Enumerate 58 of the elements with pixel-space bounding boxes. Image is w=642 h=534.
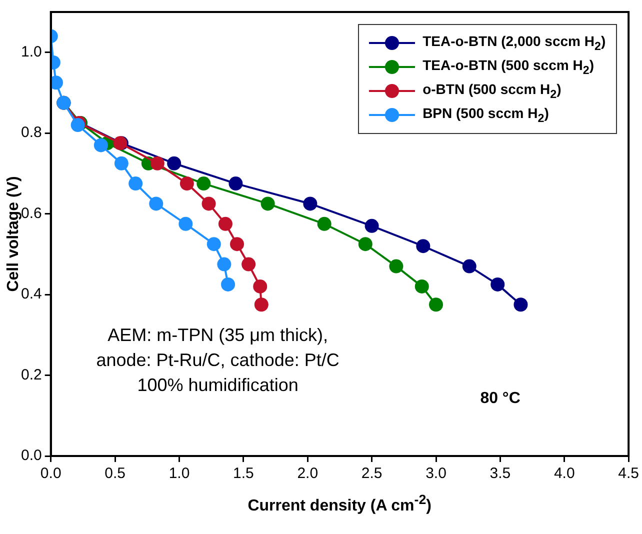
annotation: 100% humidification [136, 374, 300, 397]
point [260, 196, 275, 211]
point [364, 218, 379, 233]
x-tick-label: 4.0 [554, 465, 575, 482]
point [221, 277, 236, 292]
y-tick-label: 0.2 [20, 366, 42, 384]
point [150, 156, 164, 170]
point [230, 237, 244, 252]
y-tick-label: 0.0 [20, 447, 42, 464]
x-tick-label: 0.5 [104, 465, 126, 482]
legend-label: o-BTN (500 sccm H$_{2}$) [422, 81, 562, 101]
point [180, 176, 194, 191]
point [196, 176, 211, 191]
point [206, 237, 221, 252]
point [253, 279, 268, 294]
y-axis-title: Cell voltage (V) [4, 176, 22, 292]
point [514, 298, 528, 312]
x-axis-title: Current density (A cm$^{-2}$) [248, 492, 432, 516]
y-tick-label: 0.6 [20, 204, 42, 222]
legend-label: TEA-o-BTN (2,000 sccm H$_{2}$) [422, 33, 606, 53]
x-tick-label: 1.5 [232, 465, 254, 482]
annotation: 80 °C [480, 390, 520, 408]
point [94, 138, 108, 152]
point [217, 257, 232, 272]
y-tick-label: 1.0 [20, 44, 42, 61]
legend-label: BPN (500 sccm H$_{2}$) [422, 105, 549, 125]
point [114, 156, 128, 170]
x-tick-label: 2.0 [297, 465, 318, 482]
point [242, 257, 256, 272]
x-tick-label: 0.0 [40, 465, 62, 482]
x-tick-label: 2.5 [361, 465, 382, 482]
y-tick-label: 0.8 [20, 124, 42, 142]
point [167, 156, 182, 170]
point [202, 196, 216, 211]
legend-label: TEA-o-BTN (500 sccm H$_{2}$) [422, 57, 594, 77]
annotation: AEM: m-TPN (35 μm thick), [106, 324, 329, 347]
x-tick-label: 4.5 [618, 465, 640, 482]
point [490, 277, 505, 292]
point [228, 176, 243, 191]
point [429, 298, 443, 312]
point [389, 259, 404, 274]
x-tick-label: 3.0 [426, 465, 446, 482]
point [254, 298, 268, 312]
point [303, 196, 318, 211]
point [414, 279, 429, 294]
point [70, 118, 85, 132]
point [462, 259, 476, 274]
point [317, 216, 332, 231]
x-tick-label: 3.5 [490, 465, 511, 482]
annotation: anode: Pt-Ru/C, cathode: Pt/C [96, 348, 340, 372]
point [178, 216, 193, 231]
x-tick-label: 1.0 [168, 465, 190, 482]
point [128, 176, 143, 191]
point [416, 239, 430, 254]
point [218, 216, 232, 231]
point [149, 196, 164, 211]
point [358, 237, 372, 252]
y-tick-label: 0.4 [20, 286, 42, 303]
